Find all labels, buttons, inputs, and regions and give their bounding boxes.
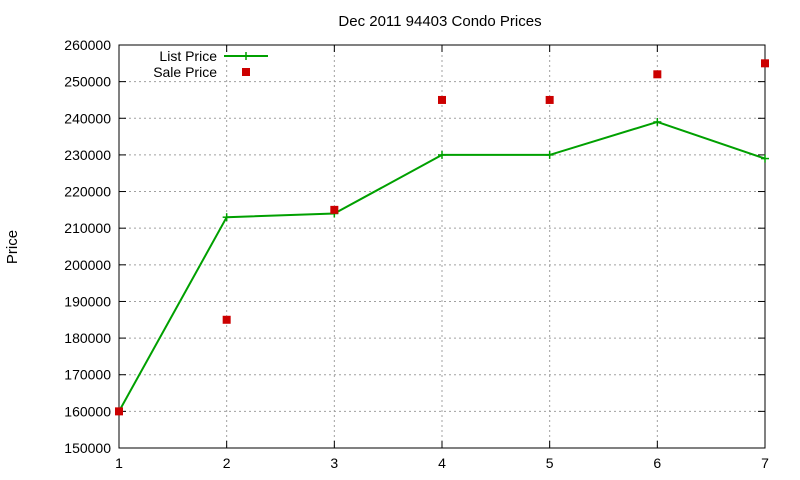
series-layer bbox=[115, 59, 769, 416]
x-tick-label: 7 bbox=[761, 455, 769, 471]
sale-price-point bbox=[330, 205, 339, 214]
legend-label-sale-price: Sale Price bbox=[153, 64, 217, 80]
x-tick-label: 3 bbox=[330, 455, 338, 471]
x-tick-label: 2 bbox=[223, 455, 231, 471]
y-tick-label: 150000 bbox=[64, 440, 111, 456]
y-tick-label: 220000 bbox=[64, 184, 111, 200]
x-tick-label: 1 bbox=[115, 455, 123, 471]
legend-label-list-price: List Price bbox=[159, 48, 217, 64]
y-axis-label: Price bbox=[4, 230, 21, 264]
legend-marker-sale-price bbox=[242, 68, 250, 76]
list-price-point bbox=[761, 154, 769, 163]
legend-marker-list-price bbox=[242, 52, 250, 60]
x-tick-label: 5 bbox=[546, 455, 554, 471]
sale-price-point bbox=[653, 70, 662, 79]
y-tick-label: 160000 bbox=[64, 403, 111, 419]
sale-price-point bbox=[115, 407, 123, 416]
y-tick-label: 170000 bbox=[64, 367, 111, 383]
axis-ticks: 150000 160000 170000 180000 190000 200000 2100… bbox=[64, 37, 769, 471]
sale-price-point bbox=[761, 59, 769, 68]
list-price-point bbox=[653, 117, 662, 126]
y-tick-label: 260000 bbox=[64, 37, 111, 53]
plot-frame bbox=[118, 44, 766, 449]
grid-lines bbox=[119, 45, 765, 448]
sale-price-point bbox=[545, 95, 554, 104]
y-tick-label: 230000 bbox=[64, 147, 111, 163]
list-price-point bbox=[438, 150, 446, 159]
y-tick-label: 210000 bbox=[64, 220, 111, 236]
y-tick-label: 200000 bbox=[64, 257, 111, 273]
sale-price-point bbox=[438, 95, 446, 104]
y-tick-label: 240000 bbox=[64, 110, 111, 126]
y-tick-label: 180000 bbox=[64, 330, 111, 346]
sale-price-point bbox=[222, 315, 231, 324]
list-price-point bbox=[222, 213, 231, 222]
y-tick-label: 190000 bbox=[64, 293, 111, 309]
y-tick-label: 250000 bbox=[64, 74, 111, 90]
list-price-point bbox=[545, 150, 554, 159]
x-tick-label: 4 bbox=[438, 455, 446, 471]
x-tick-label: 6 bbox=[653, 455, 661, 471]
chart-title: Dec 2011 94403 Condo Prices bbox=[338, 13, 541, 30]
